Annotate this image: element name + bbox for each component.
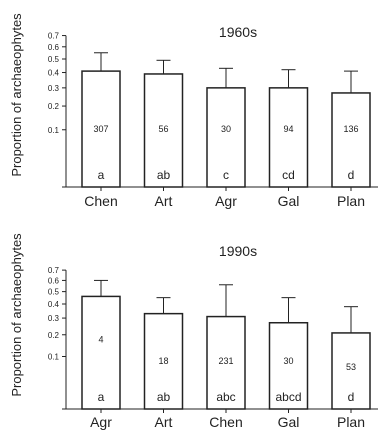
group-letter-label: a (98, 390, 105, 404)
y-tick-label: 0.4 (48, 69, 60, 78)
group-letter-label: ab (157, 168, 171, 182)
y-tick-label: 0.2 (48, 331, 60, 340)
y-tick-label: 0.6 (48, 276, 60, 285)
y-tick-label: 0.6 (48, 43, 60, 52)
group-letter-label: c (223, 168, 229, 182)
sample-size-label: 231 (218, 356, 233, 366)
group-letter-label: abc (216, 390, 235, 404)
group-letter-label: ab (157, 390, 171, 404)
x-category-label: Gal (278, 193, 300, 209)
sample-size-label: 136 (343, 124, 358, 134)
sample-size-label: 56 (158, 124, 168, 134)
group-letter-label: abcd (275, 390, 301, 404)
group-letter-label: cd (282, 168, 295, 182)
sample-size-label: 18 (158, 356, 168, 366)
y-tick-label: 0.4 (48, 300, 60, 309)
bar (81, 295, 121, 410)
x-category-label: Chen (209, 414, 242, 430)
sample-size-label: 30 (283, 356, 293, 366)
bar (268, 87, 309, 188)
group-letter-label: d (348, 168, 355, 182)
group-letter-label: a (98, 168, 105, 182)
y-tick-label: 0.7 (48, 266, 60, 275)
y-tick-label: 0.5 (48, 288, 60, 297)
x-category-label: Agr (215, 193, 237, 209)
y-tick-label: 0.2 (48, 102, 60, 111)
bar (331, 92, 371, 188)
bar (143, 73, 184, 188)
x-category-label: Agr (90, 414, 112, 430)
chart-title: 1990s (219, 243, 257, 259)
sample-size-label: 94 (283, 124, 293, 134)
y-tick-label: 0.3 (48, 84, 60, 93)
x-category-label: Art (155, 414, 173, 430)
bar (206, 315, 246, 410)
chart-title: 1960s (219, 24, 257, 40)
chart-panel-1: 0.7 0.6 0.5 0.4 0.3 0.2 0.1 Proportion of archa… (9, 13, 378, 209)
sample-size-label: 4 (98, 335, 103, 345)
y-tick-label: 0.5 (48, 55, 60, 64)
bar (206, 87, 246, 188)
y-tick-label: 0.3 (48, 314, 60, 323)
y-tick-label: 0.1 (48, 126, 60, 135)
x-category-label: Plan (337, 193, 365, 209)
x-category-label: Chen (84, 193, 117, 209)
bar (81, 70, 121, 188)
sample-size-label: 307 (93, 124, 108, 134)
y-tick-label: 0.1 (48, 353, 60, 362)
sample-size-label: 53 (346, 362, 356, 372)
y-tick-label: 0.7 (48, 32, 60, 41)
y-axis-title: Proportion of archaeophytes (9, 13, 24, 177)
sample-size-label: 30 (221, 124, 231, 134)
x-category-label: Gal (278, 414, 300, 430)
bar (268, 321, 309, 410)
chart-panel-2: 0.70.6 0.5 0.4 0.3 0.2 0.1 Proportion of archa… (9, 233, 378, 430)
x-category-label: Art (155, 193, 173, 209)
x-category-label: Plan (337, 414, 365, 430)
group-letter-label: d (348, 390, 355, 404)
y-axis-title: Proportion of archaeophytes (9, 233, 24, 397)
